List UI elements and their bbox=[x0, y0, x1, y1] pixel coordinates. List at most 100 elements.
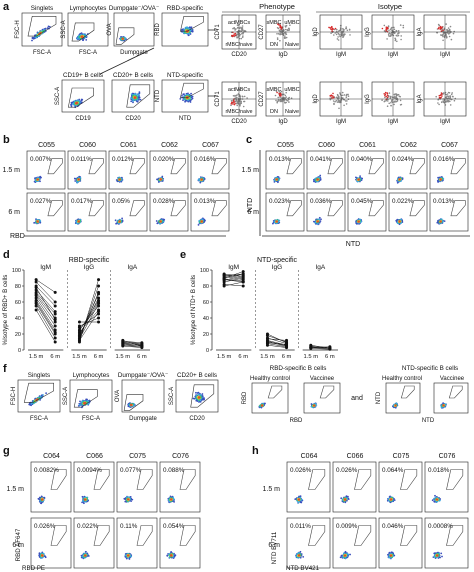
sample-label: C060 bbox=[318, 142, 335, 149]
sample-plot: 0.036% bbox=[306, 192, 346, 232]
event-dot bbox=[331, 97, 333, 99]
event-dot bbox=[336, 38, 339, 40]
event-dot bbox=[446, 93, 449, 95]
event-dot bbox=[328, 26, 330, 29]
event-dot bbox=[277, 33, 280, 35]
event-dot bbox=[31, 36, 34, 39]
event-dot bbox=[243, 100, 246, 103]
event-dot bbox=[121, 37, 124, 40]
event-dot bbox=[287, 27, 290, 30]
event-dot bbox=[283, 100, 285, 102]
sample-plot: 0.027% bbox=[26, 192, 66, 232]
event-dot bbox=[447, 95, 450, 98]
event-dot bbox=[239, 105, 241, 107]
event-dot bbox=[335, 33, 338, 36]
event-dot bbox=[333, 103, 335, 106]
quadrant-label: rMBC/naive bbox=[225, 109, 252, 115]
sample-plot: 0.011% bbox=[67, 150, 107, 190]
gate-frequency: 0.016% bbox=[194, 156, 216, 163]
event-dot bbox=[244, 30, 247, 33]
event-dot bbox=[338, 107, 340, 110]
event-dot bbox=[118, 178, 121, 181]
event-dot bbox=[132, 101, 134, 104]
event-dot bbox=[242, 95, 244, 98]
event-dot bbox=[396, 181, 399, 184]
event-dot bbox=[134, 92, 137, 95]
sample-label: C061 bbox=[120, 142, 137, 149]
event-dot bbox=[386, 96, 389, 98]
event-dot bbox=[344, 33, 346, 35]
event-dot bbox=[200, 220, 203, 223]
event-dot bbox=[334, 32, 337, 34]
gate-frequency: 0.024% bbox=[392, 156, 414, 163]
event-dot bbox=[284, 94, 287, 97]
event-dot bbox=[76, 99, 79, 102]
quadrant-label: DN bbox=[270, 109, 278, 115]
event-dot bbox=[383, 24, 386, 27]
sample-plot: 0.05% bbox=[108, 192, 148, 232]
sample-label: C060 bbox=[79, 142, 96, 149]
event-dot bbox=[278, 24, 280, 26]
event-dot bbox=[236, 104, 238, 107]
event-dot bbox=[445, 96, 448, 98]
gating-plot bbox=[61, 79, 105, 113]
event-dot bbox=[285, 99, 288, 101]
event-dot bbox=[442, 101, 445, 104]
event-dot bbox=[318, 216, 321, 219]
event-dot bbox=[349, 34, 351, 36]
event-dot bbox=[179, 98, 182, 100]
event-dot bbox=[361, 177, 363, 180]
event-dot bbox=[200, 178, 203, 181]
event-dot bbox=[187, 26, 190, 29]
event-dot bbox=[399, 24, 402, 26]
sample-plot: 0.013% bbox=[190, 192, 230, 232]
gate-frequency: 0.027% bbox=[30, 198, 52, 205]
sample-label: C055 bbox=[38, 142, 55, 149]
gating-plot bbox=[161, 79, 209, 113]
event-dot bbox=[163, 218, 166, 221]
sample-plot: 0.017% bbox=[67, 192, 107, 232]
event-dot bbox=[279, 23, 281, 25]
event-dot bbox=[386, 105, 389, 107]
event-dot bbox=[289, 24, 291, 27]
event-dot bbox=[230, 100, 233, 102]
event-dot bbox=[398, 95, 401, 98]
event-dot bbox=[46, 27, 49, 29]
event-dot bbox=[384, 91, 387, 94]
event-dot bbox=[337, 101, 340, 103]
event-dot bbox=[440, 96, 442, 99]
event-dot bbox=[232, 31, 234, 34]
gate-outline bbox=[71, 22, 95, 42]
event-dot bbox=[345, 96, 348, 98]
event-dot bbox=[394, 95, 396, 98]
event-dot bbox=[243, 95, 246, 98]
event-dot bbox=[74, 180, 77, 182]
sample-label: C062 bbox=[400, 142, 417, 149]
event-dot bbox=[346, 29, 349, 32]
event-dot bbox=[346, 100, 348, 102]
density-layer bbox=[121, 37, 124, 40]
event-dot bbox=[394, 38, 397, 41]
event-dot bbox=[279, 25, 282, 28]
isotype-plot bbox=[319, 14, 363, 50]
axis-label: IgD bbox=[278, 52, 288, 58]
event-dot bbox=[235, 99, 238, 102]
event-dot bbox=[342, 94, 344, 97]
event-dot bbox=[277, 181, 279, 184]
axis-label: SSC-A bbox=[55, 87, 61, 105]
event-dot bbox=[187, 92, 189, 95]
event-dot bbox=[388, 29, 390, 32]
event-dot bbox=[330, 32, 332, 34]
event-dot bbox=[190, 92, 193, 95]
gate-frequency: 0.041% bbox=[310, 156, 332, 163]
event-dot bbox=[189, 31, 191, 34]
antigen-events bbox=[277, 23, 283, 30]
event-dot bbox=[73, 100, 76, 102]
event-dot bbox=[138, 91, 141, 93]
event-dot bbox=[240, 102, 242, 105]
axis-label: IgD bbox=[313, 27, 319, 37]
event-dot bbox=[44, 27, 47, 30]
isotype-plot bbox=[319, 81, 363, 117]
axis-label: CD71 bbox=[215, 91, 221, 107]
antigen-events bbox=[328, 25, 337, 33]
